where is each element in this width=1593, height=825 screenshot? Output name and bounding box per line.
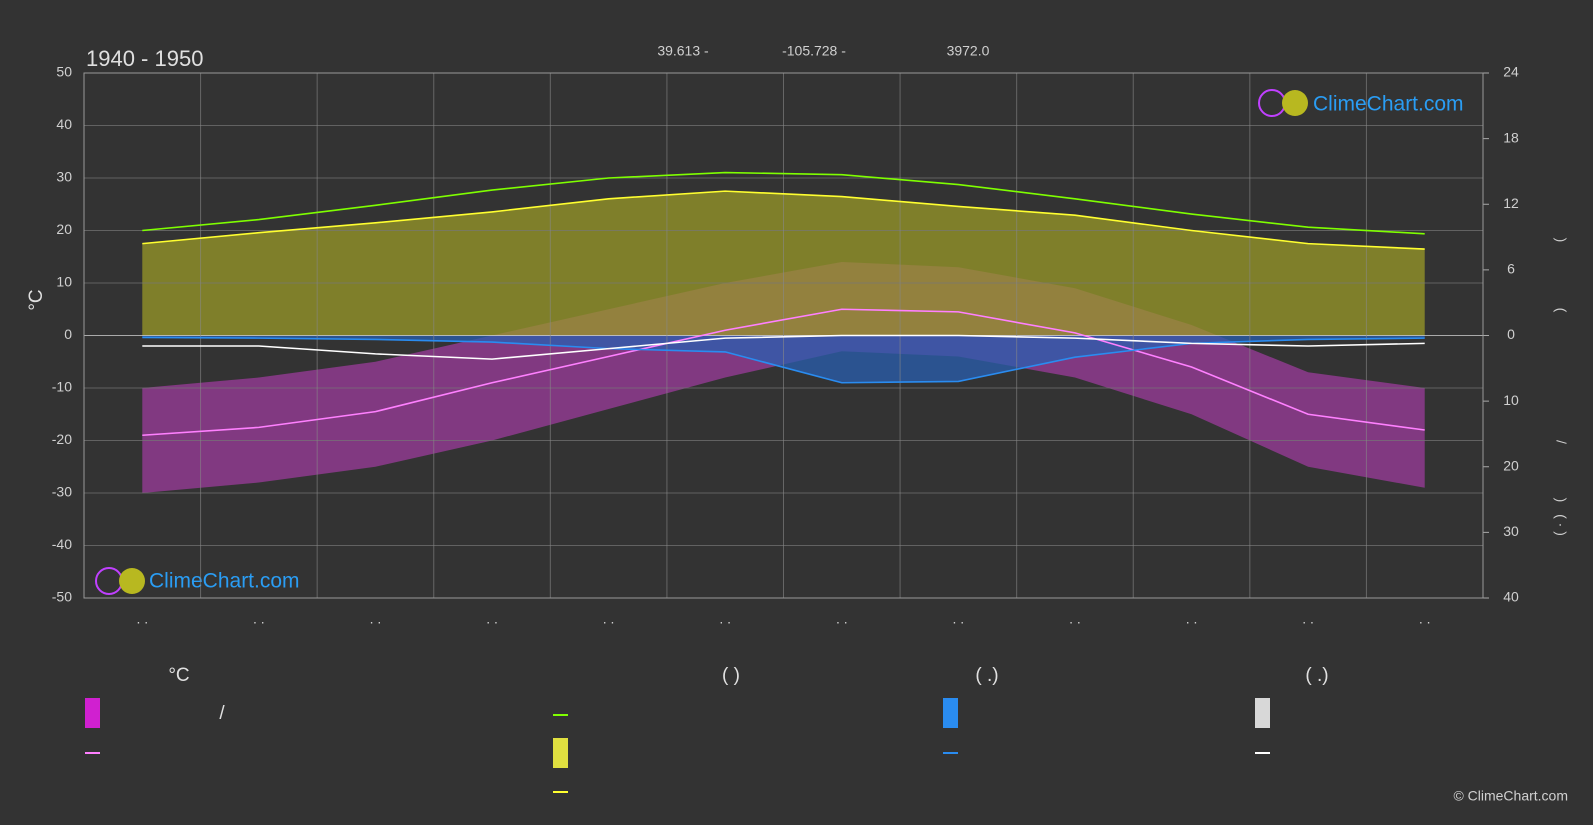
y2-axis-label: ) <box>1553 238 1569 243</box>
y-tick-label: -50 <box>52 589 72 605</box>
legend-note: / <box>219 703 225 724</box>
x-tick-label: . . <box>953 611 965 627</box>
subtitle: -105.728 - <box>782 43 846 59</box>
y-tick-label: 10 <box>56 274 72 290</box>
legend-header: ( ) <box>722 665 740 686</box>
y2-tick-label: 6 <box>1507 261 1515 277</box>
x-tick-label: . . <box>719 611 731 627</box>
y-tick-label: -20 <box>52 431 72 447</box>
y2-tick-label: 20 <box>1503 457 1519 473</box>
y2-axis-label: ) <box>1553 498 1569 503</box>
y2-tick-label: 40 <box>1503 589 1519 605</box>
x-tick-label: . . <box>603 611 615 627</box>
y2-tick-label: 0 <box>1507 326 1515 342</box>
legend-header: ( .) <box>975 665 998 686</box>
y2-tick-label: 10 <box>1503 392 1519 408</box>
x-tick-label: . . <box>1069 611 1081 627</box>
x-tick-label: . . <box>1419 611 1431 627</box>
legend-header: ( .) <box>1305 665 1328 686</box>
y2-axis-label: / <box>1553 440 1569 444</box>
series-line <box>142 171 1425 235</box>
y-tick-label: -30 <box>52 484 72 500</box>
series-line <box>142 336 1425 384</box>
y-tick-label: 20 <box>56 221 72 237</box>
legend-header: °C <box>168 665 189 686</box>
x-tick-label: . . <box>1186 611 1198 627</box>
subtitle: 3972.0 <box>947 43 990 59</box>
legend-swatches <box>85 698 1270 793</box>
plot-frame <box>83 72 1484 599</box>
x-tick-label: . . <box>253 611 265 627</box>
y2-tick-label: 30 <box>1503 523 1519 539</box>
logo-icon <box>95 89 1308 595</box>
y2-axis-label: ( · ) <box>1553 514 1569 536</box>
x-tick-label: . . <box>136 611 148 627</box>
y-tick-label: -10 <box>52 379 72 395</box>
y2-tick-label: 18 <box>1503 129 1519 145</box>
copyright: © ClimeChart.com <box>1453 788 1568 804</box>
y2-axis-label: ( <box>1553 308 1569 313</box>
series-line <box>142 334 1425 360</box>
series-line <box>142 190 1425 250</box>
watermark: ClimeChart.com <box>1313 93 1464 116</box>
y-tick-label: 30 <box>56 169 72 185</box>
y-tick-label: 50 <box>56 64 72 80</box>
y2-tick-label: 12 <box>1503 195 1519 211</box>
x-tick-label: . . <box>486 611 498 627</box>
x-tick-label: . . <box>836 611 848 627</box>
watermark: ClimeChart.com <box>149 570 300 593</box>
x-tick-label: . . <box>1302 611 1314 627</box>
y2-tick-label: 24 <box>1503 64 1519 80</box>
subtitle: 39.613 - <box>657 43 709 59</box>
chart-title: 1940 - 1950 <box>86 46 203 71</box>
y-tick-label: -40 <box>52 536 72 552</box>
series-line <box>142 308 1425 437</box>
y-tick-label: 0 <box>64 326 72 342</box>
y-tick-label: 40 <box>56 116 72 132</box>
x-tick-label: . . <box>370 611 382 627</box>
y-axis-label: °C <box>26 289 47 310</box>
